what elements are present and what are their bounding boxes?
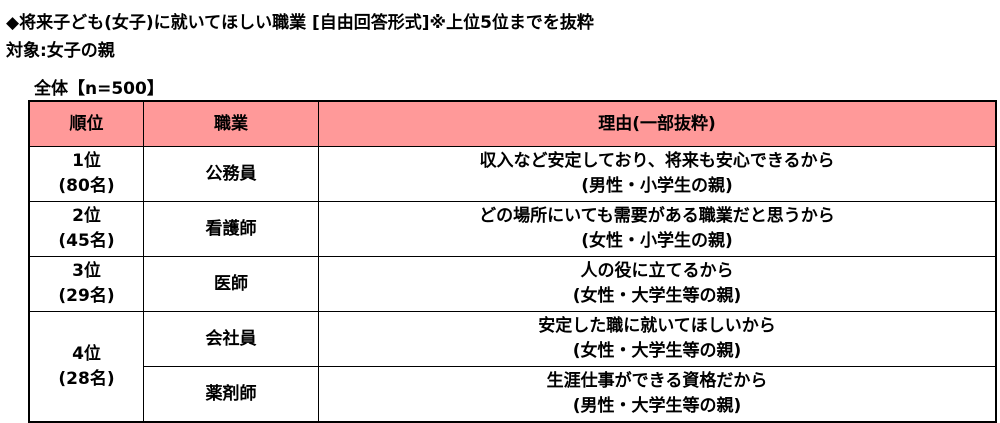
job-cell: 薬剤師 xyxy=(143,366,319,423)
table-row: 3位 (29名) 医師 人の役に立てるから (女性・大学生等の親) xyxy=(28,256,997,312)
respondent: (女性・大学生等の親) xyxy=(572,286,742,306)
rank: 2位 xyxy=(72,206,101,226)
reason-cell: 生涯仕事ができる資格だから (男性・大学生等の親) xyxy=(318,366,997,423)
count: (45名) xyxy=(58,231,115,251)
rank: 4位 xyxy=(72,343,101,364)
reason: どの場所にいても需要がある職業だと思うから xyxy=(479,206,835,226)
respondent: (女性・大学生等の親) xyxy=(572,341,742,361)
respondent: (男性・大学生等の親) xyxy=(572,396,742,416)
job-cell: 会社員 xyxy=(143,311,319,367)
rank-cell: 1位 (80名) xyxy=(28,146,144,202)
reason: 収入など安定しており、将来も安心できるから xyxy=(479,151,835,171)
rank: 1位 xyxy=(72,151,101,171)
header-rank: 順位 xyxy=(28,100,144,147)
header-reason: 理由(一部抜粋) xyxy=(318,100,997,147)
reason: 安定した職に就いてほしいから xyxy=(538,316,776,336)
rank-cell: 3位 (29名) xyxy=(28,256,144,312)
respondent: (男性・小学生の親) xyxy=(581,176,733,196)
table-row: 1位 (80名) 公務員 収入など安定しており、将来も安心できるから (男性・小学生… xyxy=(28,146,997,202)
respondent: (女性・小学生の親) xyxy=(581,231,733,251)
rank-cell: 2位 (45名) xyxy=(28,201,144,257)
table-header-row: 順位 職業 理由(一部抜粋) xyxy=(28,100,997,147)
reason: 生涯仕事ができる資格だから xyxy=(546,371,768,391)
reason-cell: 収入など安定しており、将来も安心できるから (男性・小学生の親) xyxy=(318,146,997,202)
target-label: 対象:女子の親 xyxy=(6,41,115,61)
ranking-table: 順位 職業 理由(一部抜粋) 1位 (80名) 公務員 収入など安定しており、将来… xyxy=(28,100,997,423)
header-job: 職業 xyxy=(143,100,319,147)
count: (29名) xyxy=(58,286,115,306)
rank-cell: 4位 (28名) xyxy=(28,311,144,423)
table-row: 4位 (28名) 会社員 安定した職に就いてほしいから (女性・大学生等の親) xyxy=(28,311,997,423)
job-cell: 看護師 xyxy=(143,201,319,257)
reason-cell: 安定した職に就いてほしいから (女性・大学生等の親) xyxy=(318,311,997,367)
rank: 3位 xyxy=(72,261,101,281)
reason-cell: 人の役に立てるから (女性・大学生等の親) xyxy=(318,256,997,312)
job-cell: 公務員 xyxy=(143,146,319,202)
table-row: 薬剤師 生涯仕事ができる資格だから (男性・大学生等の親) xyxy=(29,366,997,423)
job-cell: 医師 xyxy=(143,256,319,312)
count: (28名) xyxy=(58,368,115,389)
reason: 人の役に立てるから xyxy=(580,261,734,281)
page-title: ◆将来子ども(女子)に就いてほしい職業 [自由回答形式]※上位5位までを抜粋 xyxy=(6,13,594,33)
table-row: 2位 (45名) 看護師 どの場所にいても需要がある職業だと思うから (女性・小学生… xyxy=(28,201,997,257)
count: (80名) xyxy=(58,176,115,196)
reason-cell: どの場所にいても需要がある職業だと思うから (女性・小学生の親) xyxy=(318,201,997,257)
sample-size-label: 全体【n=500】 xyxy=(34,79,164,99)
